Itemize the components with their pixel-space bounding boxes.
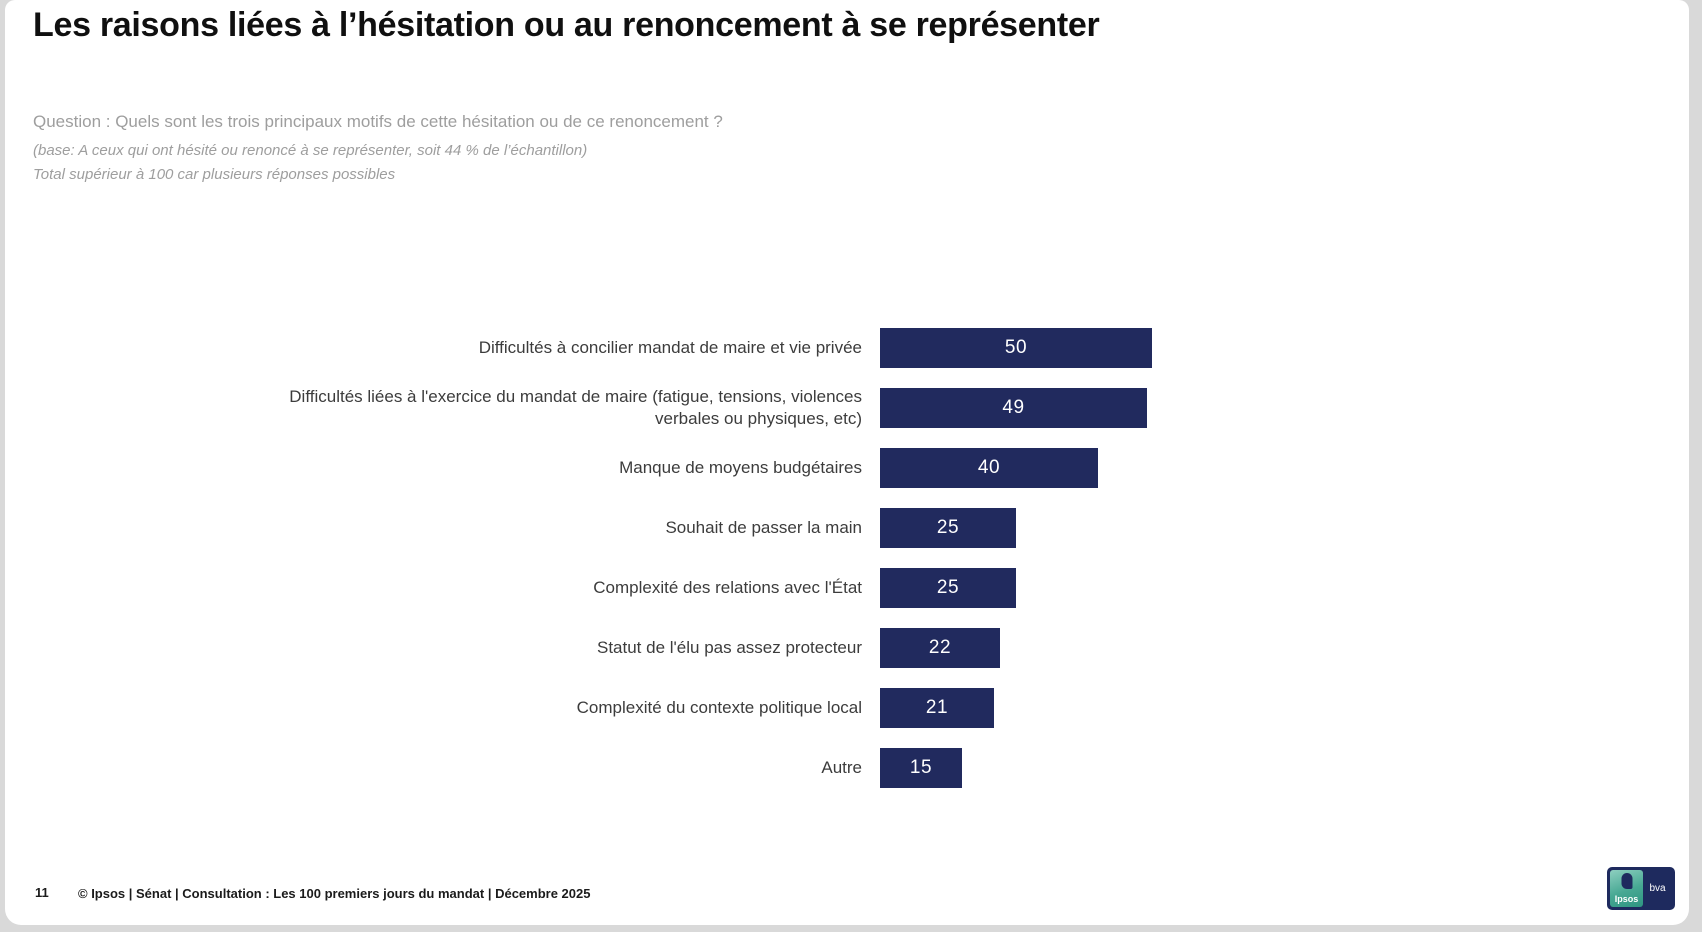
category-label: Complexité du contexte politique local (576, 698, 862, 718)
bar: 15 (880, 748, 962, 788)
footer-source: © Ipsos | Sénat | Consultation : Les 100… (78, 886, 591, 901)
chart-row: Complexité des relations avec l'État 25 (250, 558, 1450, 618)
category-label: Difficultés à concilier mandat de maire … (478, 338, 862, 358)
bar-value-label: 15 (909, 757, 933, 778)
bar: 25 (880, 508, 1016, 548)
chart-row: Difficultés à concilier mandat de maire … (250, 318, 1450, 378)
bar: 25 (880, 568, 1016, 608)
bar-value-label: 21 (925, 697, 949, 718)
footer: 11 © Ipsos | Sénat | Consultation : Les … (5, 885, 1689, 903)
chart-row: Souhait de passer la main 25 (250, 498, 1450, 558)
chart-row: Statut de l'élu pas assez protecteur 22 (250, 618, 1450, 678)
chart-row: Manque de moyens budgétaires 40 (250, 438, 1450, 498)
bar: 49 (880, 388, 1147, 428)
chart-row: Complexité du contexte politique local 21 (250, 678, 1450, 738)
bar-chart: Difficultés à concilier mandat de maire … (250, 318, 1450, 798)
ipsos-logo-mark-icon (1621, 873, 1632, 889)
bar-value-label: 50 (1004, 337, 1028, 358)
category-label: Souhait de passer la main (665, 518, 862, 538)
bar: 40 (880, 448, 1098, 488)
ipsos-logo-text: Ipsos (1614, 894, 1639, 904)
bar: 22 (880, 628, 1000, 668)
bar-value-label: 49 (1002, 397, 1025, 418)
bar: 50 (880, 328, 1152, 368)
question-text: Question : Quels sont les trois principa… (33, 112, 723, 131)
ipsos-logo: Ipsos (1610, 870, 1643, 907)
page-number: 11 (35, 885, 49, 900)
category-label: Complexité des relations avec l'État (593, 578, 862, 598)
category-label: Manque de moyens budgétaires (619, 458, 862, 478)
category-label: Difficultés liées à l'exercice du mandat… (289, 387, 862, 428)
category-label: Autre (821, 758, 862, 778)
bva-logo-text: bva (1649, 883, 1666, 894)
chart-row: Autre 15 (250, 738, 1450, 798)
notes-block: Question : Quels sont les trois principa… (33, 112, 723, 190)
chart-row: Difficultés liées à l'exercice du mandat… (250, 378, 1450, 438)
bva-logo: bva (1643, 870, 1672, 907)
base-note: (base: A ceux qui ont hésité ou renoncé … (33, 142, 588, 159)
bar-value-label: 25 (936, 577, 960, 598)
slide: Les raisons liées à l’hésitation ou au r… (5, 0, 1689, 925)
multiple-answers-note: Total supérieur à 100 car plusieurs répo… (33, 166, 396, 183)
bar-value-label: 40 (977, 457, 1001, 478)
ipsos-bva-logo: Ipsos bva (1607, 867, 1675, 910)
bar-value-label: 25 (936, 517, 960, 538)
bar-value-label: 22 (928, 637, 952, 658)
slide-title: Les raisons liées à l’hésitation ou au r… (33, 6, 1100, 44)
bar: 21 (880, 688, 994, 728)
category-label: Statut de l'élu pas assez protecteur (596, 638, 862, 658)
